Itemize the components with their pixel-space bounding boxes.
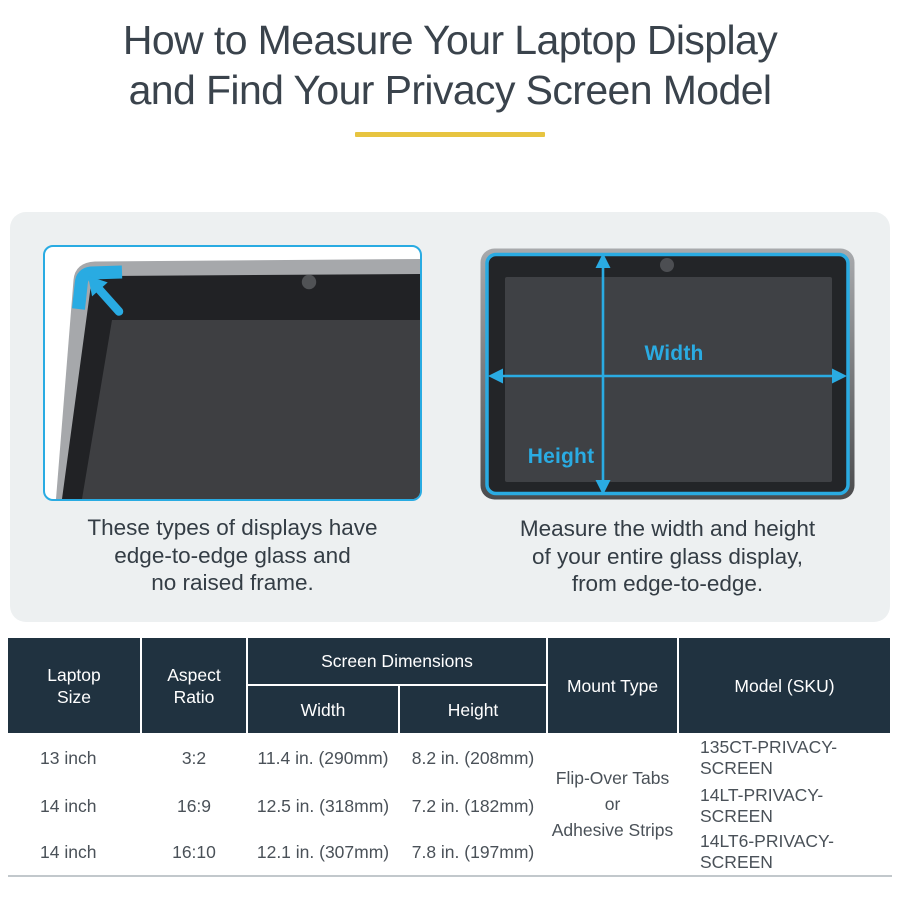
cell-mount-type: Flip-Over Tabs or Adhesive Strips (548, 733, 677, 875)
right-caption: Measure the width and height of your ent… (473, 515, 862, 598)
cell-width: 12.5 in. (318mm) (256, 795, 390, 816)
mount-type-line1: Flip-Over Tabs (555, 768, 670, 788)
spec-table-body: 13 inch 3:2 11.4 in. (290mm) 8.2 in. (20… (8, 733, 892, 877)
right-caption-line1: Measure the width and height (519, 516, 816, 541)
height-label: Height (527, 445, 595, 468)
edge-to-edge-display-illustration (43, 245, 422, 501)
height-arrow (595, 253, 611, 495)
corner-arrow-icon (88, 276, 108, 297)
corner-arrow-shaft (93, 283, 124, 316)
cell-height: 8.2 in. (208mm) (411, 747, 535, 768)
width-label: Width (644, 342, 704, 365)
cell-laptop-size: 13 inch (40, 747, 97, 768)
cell-width: 12.1 in. (307mm) (256, 841, 390, 862)
title-underline-accent (355, 132, 545, 137)
cell-model-sku: 14LT6-PRIVACY-SCREEN (700, 831, 834, 872)
spec-table: Laptop Size Aspect Ratio Screen Dimensio… (8, 638, 892, 877)
width-arrow (488, 368, 847, 384)
header-height: Height (400, 686, 546, 733)
cell-laptop-size: 14 inch (40, 841, 97, 862)
laptop-screen-glass (82, 320, 420, 499)
mount-type-line3: Adhesive Strips (551, 820, 674, 840)
laptop-front-graphic (480, 248, 855, 500)
page-title-line1: How to Measure Your Laptop Display (122, 17, 778, 63)
cell-height: 7.8 in. (197mm) (411, 841, 535, 862)
cell-height: 7.2 in. (182mm) (411, 795, 535, 816)
webcam-icon (660, 258, 674, 272)
cell-model-sku: 135CT-PRIVACY-SCREEN (700, 737, 838, 778)
cell-width: 11.4 in. (290mm) (257, 747, 389, 768)
header-screen-dimensions: Screen Dimensions (248, 638, 546, 684)
cell-aspect-ratio: 3:2 (181, 747, 207, 768)
webcam-icon (301, 274, 317, 290)
cell-aspect-ratio: 16:10 (172, 841, 216, 862)
left-caption: These types of displays have edge-to-edg… (43, 514, 422, 597)
header-width: Width (248, 686, 398, 733)
cell-model-sku: 14LT-PRIVACY-SCREEN (700, 785, 824, 826)
illustration-panel: These types of displays have edge-to-edg… (10, 212, 890, 622)
measure-display-illustration: Width Height (480, 248, 855, 500)
laptop-screen-glass (505, 277, 832, 482)
page-title: How to Measure Your Laptop Display and F… (0, 15, 900, 115)
page-title-line2: and Find Your Privacy Screen Model (128, 67, 772, 113)
spec-table-header: Laptop Size Aspect Ratio Screen Dimensio… (8, 638, 892, 733)
header-model-sku: Model (SKU) (679, 638, 890, 733)
laptop-corner-graphic (56, 259, 420, 499)
header-aspect-ratio: Aspect Ratio (142, 638, 246, 733)
left-caption-line1: These types of displays have (87, 515, 378, 540)
cell-laptop-size: 14 inch (40, 795, 97, 816)
cell-aspect-ratio: 16:9 (176, 795, 212, 816)
header-mount-type: Mount Type (548, 638, 677, 733)
header-laptop-size: Laptop Size (8, 638, 140, 733)
left-caption-line2: edge-to-edge glass and (114, 542, 351, 568)
right-caption-line2: of your entire glass display, (532, 543, 803, 569)
corner-highlight (72, 265, 123, 310)
mount-type-line2: or (604, 794, 621, 814)
right-caption-line3: from edge-to-edge. (571, 571, 764, 596)
left-caption-line3: no raised frame. (151, 570, 314, 595)
